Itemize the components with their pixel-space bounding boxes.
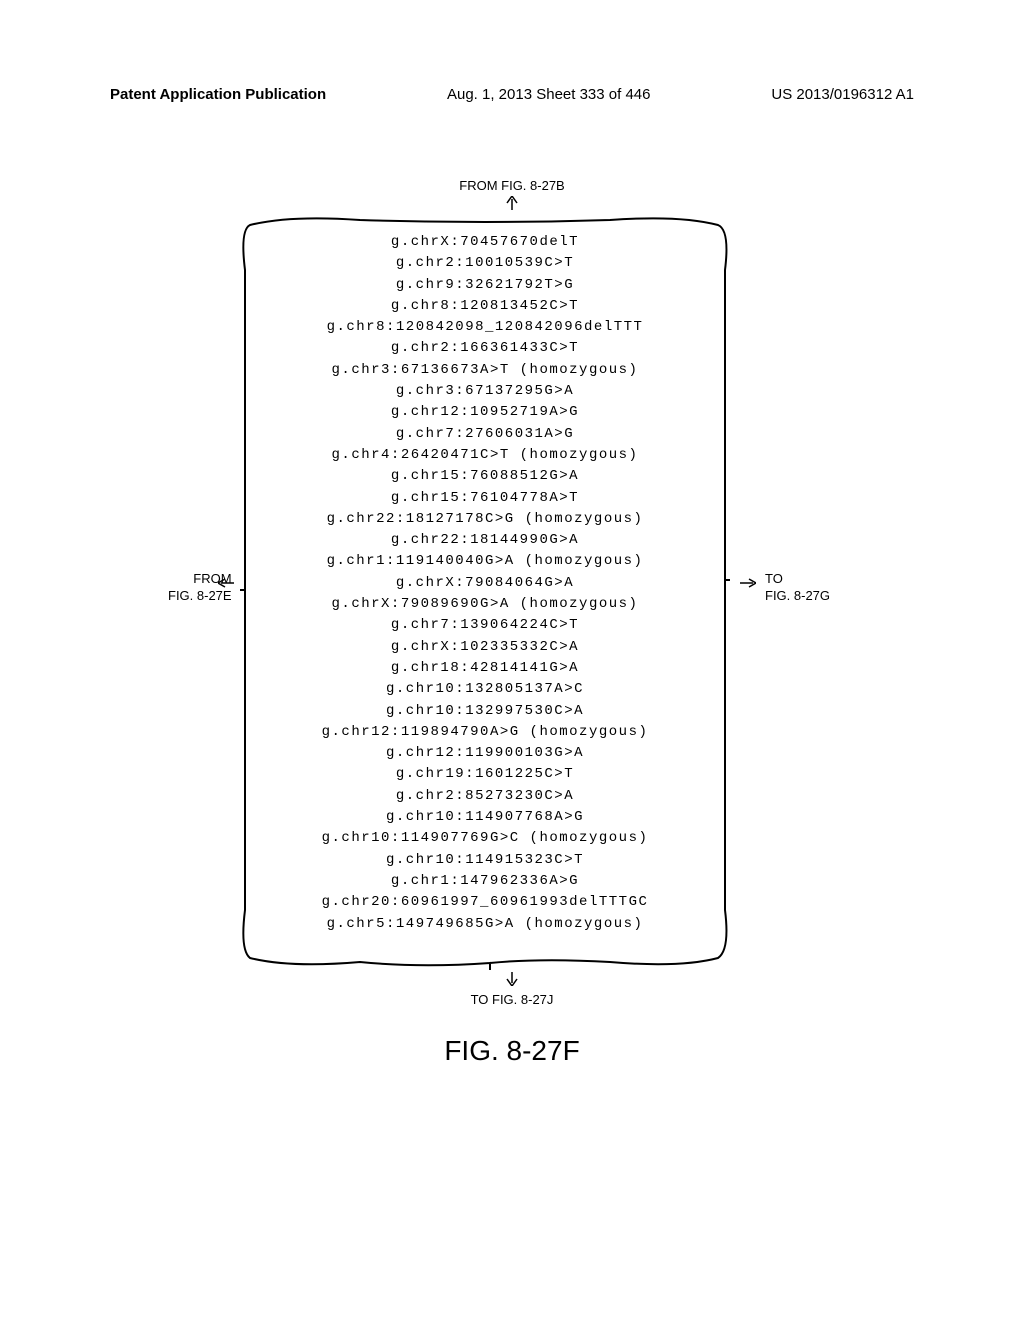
- figure-caption: FIG. 8-27F: [444, 1035, 579, 1067]
- variant-entry: g.chrX:79084064G>A: [240, 573, 730, 594]
- page-header: Patent Application Publication Aug. 1, 2…: [0, 86, 1024, 103]
- variant-entry: g.chr1:119140040G>A (homozygous): [240, 551, 730, 572]
- variant-entry: g.chr2:166361433C>T: [240, 338, 730, 359]
- variant-entry: g.chr15:76104778A>T: [240, 488, 730, 509]
- variant-entry: g.chr15:76088512G>A: [240, 466, 730, 487]
- variant-entry: g.chr10:114915323C>T: [240, 850, 730, 871]
- variant-entry: g.chr1:147962336A>G: [240, 871, 730, 892]
- variant-entry: g.chr10:114907769G>C (homozygous): [240, 828, 730, 849]
- variant-entry: g.chr8:120813452C>T: [240, 296, 730, 317]
- variant-entry: g.chr10:114907768A>G: [240, 807, 730, 828]
- to-bottom-label: TO FIG. 8-27J: [471, 992, 554, 1007]
- variant-entry: g.chr22:18127178C>G (homozygous): [240, 509, 730, 530]
- to-fig-text: FIG. 8-27G: [765, 588, 830, 603]
- variant-entry: g.chr12:10952719A>G: [240, 402, 730, 423]
- header-left: Patent Application Publication: [110, 86, 326, 103]
- variant-entry: g.chr3:67136673A>T (homozygous): [240, 360, 730, 381]
- variant-entry: g.chr8:120842098_120842096delTTT: [240, 317, 730, 338]
- variant-entry: g.chr5:149749685G>A (homozygous): [240, 914, 730, 935]
- variant-entry: g.chr20:60961997_60961993delTTTGC: [240, 892, 730, 913]
- variant-entry: g.chr10:132997530C>A: [240, 701, 730, 722]
- variant-entry: g.chr2:85273230C>A: [240, 786, 730, 807]
- variant-entry: g.chr18:42814141G>A: [240, 658, 730, 679]
- variant-entry: g.chr7:27606031A>G: [240, 424, 730, 445]
- arrow-right-icon: [740, 575, 756, 593]
- variant-entry: g.chr12:119900103G>A: [240, 743, 730, 764]
- variant-entry: g.chr7:139064224C>T: [240, 615, 730, 636]
- arrow-left-icon: [218, 575, 234, 593]
- variant-entry: g.chrX:102335332C>A: [240, 637, 730, 658]
- header-right: US 2013/0196312 A1: [771, 86, 914, 103]
- arrow-down-icon: [506, 972, 518, 991]
- variant-entry: g.chrX:79089690G>A (homozygous): [240, 594, 730, 615]
- variant-entry: g.chrX:70457670delT: [240, 232, 730, 253]
- variant-entry: g.chr10:132805137A>C: [240, 679, 730, 700]
- variant-entry: g.chr2:10010539C>T: [240, 253, 730, 274]
- header-center: Aug. 1, 2013 Sheet 333 of 446: [447, 86, 651, 103]
- variant-entry: g.chr4:26420471C>T (homozygous): [240, 445, 730, 466]
- figure-box: g.chrX:70457670delTg.chr2:10010539C>Tg.c…: [240, 210, 730, 970]
- variant-entry: g.chr12:119894790A>G (homozygous): [240, 722, 730, 743]
- variant-entry: g.chr9:32621792T>G: [240, 275, 730, 296]
- to-right-label: TO FIG. 8-27G: [765, 570, 830, 604]
- variant-entry: g.chr22:18144990G>A: [240, 530, 730, 551]
- from-top-label: FROM FIG. 8-27B: [459, 178, 564, 193]
- variant-list: g.chrX:70457670delTg.chr2:10010539C>Tg.c…: [240, 232, 730, 935]
- variant-entry: g.chr19:1601225C>T: [240, 764, 730, 785]
- to-text: TO: [765, 571, 783, 586]
- variant-entry: g.chr3:67137295G>A: [240, 381, 730, 402]
